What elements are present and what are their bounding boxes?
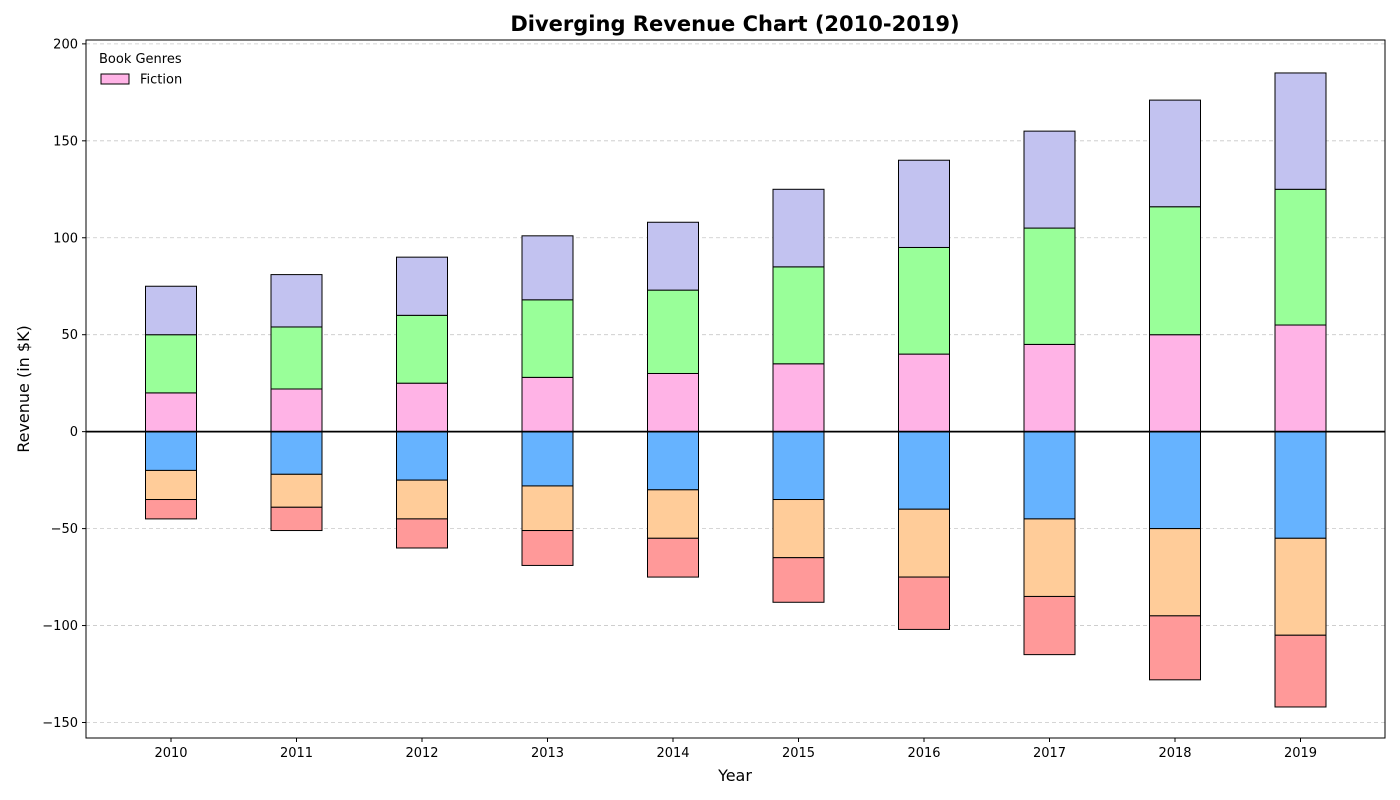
bar-segment — [647, 537, 699, 578]
legend-swatch — [100, 73, 130, 85]
bar-segment — [396, 431, 448, 481]
bar-segment — [1274, 324, 1327, 433]
x-axis-label: Year — [717, 766, 752, 785]
bar-segment — [647, 372, 699, 433]
legend: Book Genres Fiction — [99, 52, 182, 88]
bar-segment — [396, 518, 448, 549]
y-tick-label: 150 — [53, 134, 78, 149]
bar-segment — [270, 274, 323, 328]
bar-segment — [145, 431, 197, 471]
bar-segment — [145, 469, 197, 501]
y-tick-label: −150 — [42, 716, 78, 731]
bar-segment — [396, 256, 448, 316]
x-tick-label: 2017 — [1033, 746, 1066, 761]
x-tick-label: 2016 — [907, 746, 940, 761]
bar-segment — [521, 376, 574, 433]
bar-segment — [1274, 72, 1327, 190]
bar-segment — [521, 530, 574, 566]
bar-segment — [1023, 595, 1076, 656]
bar-segment — [145, 334, 197, 394]
bar-segment — [145, 392, 197, 433]
bar-segment — [898, 508, 950, 578]
bar-segment — [772, 431, 825, 501]
bar-segment — [772, 266, 825, 365]
bar-segment — [1149, 334, 1201, 433]
bar-segment — [772, 499, 825, 559]
bar-segment — [1023, 431, 1076, 520]
bar-segment — [1274, 188, 1327, 326]
bar-segment — [772, 188, 825, 268]
x-tick-label: 2014 — [656, 746, 689, 761]
bar-segment — [898, 576, 950, 630]
bar-segment — [521, 299, 574, 378]
y-tick-label: −100 — [42, 619, 78, 634]
bar-segment — [1023, 227, 1076, 345]
axes: −150 −100 −50 0 50 100 150 200 2010 2011 2012 2013 2… — [42, 37, 1386, 761]
bar-segment — [1149, 206, 1201, 336]
y-tick-label: 0 — [70, 425, 78, 440]
bar-segment — [396, 314, 448, 384]
x-tick-label: 2015 — [782, 746, 815, 761]
bar-segment — [1023, 343, 1076, 433]
bar-segment — [270, 388, 323, 433]
x-tick-label: 2010 — [154, 746, 187, 761]
bar-segment — [898, 431, 950, 510]
bars — [145, 72, 1327, 708]
bar-segment — [521, 485, 574, 532]
bar-segment — [772, 363, 825, 433]
bar-segment — [396, 382, 448, 433]
bar-segment — [270, 431, 323, 475]
y-tick-label: −50 — [51, 522, 78, 537]
bar-segment — [647, 489, 699, 539]
legend-title: Book Genres — [99, 52, 182, 67]
bar-segment — [145, 285, 197, 336]
bar-segment — [521, 431, 574, 487]
bar-segment — [898, 246, 950, 355]
bar-segment — [1149, 615, 1201, 681]
x-tick-label: 2013 — [531, 746, 564, 761]
legend-label: Fiction — [140, 73, 182, 88]
bar-segment — [145, 499, 197, 520]
x-tick-label: 2012 — [405, 746, 438, 761]
bar-segment — [1149, 528, 1201, 617]
bar-segment — [647, 289, 699, 374]
bar-segment — [270, 506, 323, 532]
bar-segment — [647, 431, 699, 491]
bar-segment — [521, 235, 574, 301]
bar-segment — [1274, 537, 1327, 636]
plot-frame — [85, 39, 1386, 739]
bar-segment — [1274, 431, 1327, 539]
x-tick-label: 2011 — [280, 746, 313, 761]
bar-segment — [396, 479, 448, 520]
x-tick-label: 2019 — [1284, 746, 1317, 761]
y-tick-label: 100 — [53, 231, 78, 246]
bar-segment — [1023, 130, 1076, 229]
y-axis-label: Revenue (in $K) — [14, 325, 33, 453]
bar-segment — [1023, 518, 1076, 597]
bar-segment — [1274, 634, 1327, 708]
bar-segment — [1149, 431, 1201, 530]
y-tick-label: 50 — [61, 328, 78, 343]
bar-segment — [898, 353, 950, 433]
x-tick-label: 2018 — [1158, 746, 1191, 761]
bar-segment — [1149, 99, 1201, 208]
chart-title: Diverging Revenue Chart (2010-2019) — [510, 12, 959, 36]
bar-segment — [898, 159, 950, 248]
bar-segment — [270, 473, 323, 508]
bar-segment — [270, 326, 323, 390]
bar-segment — [772, 557, 825, 603]
y-tick-label: 200 — [53, 37, 78, 52]
bar-segment — [647, 221, 699, 291]
